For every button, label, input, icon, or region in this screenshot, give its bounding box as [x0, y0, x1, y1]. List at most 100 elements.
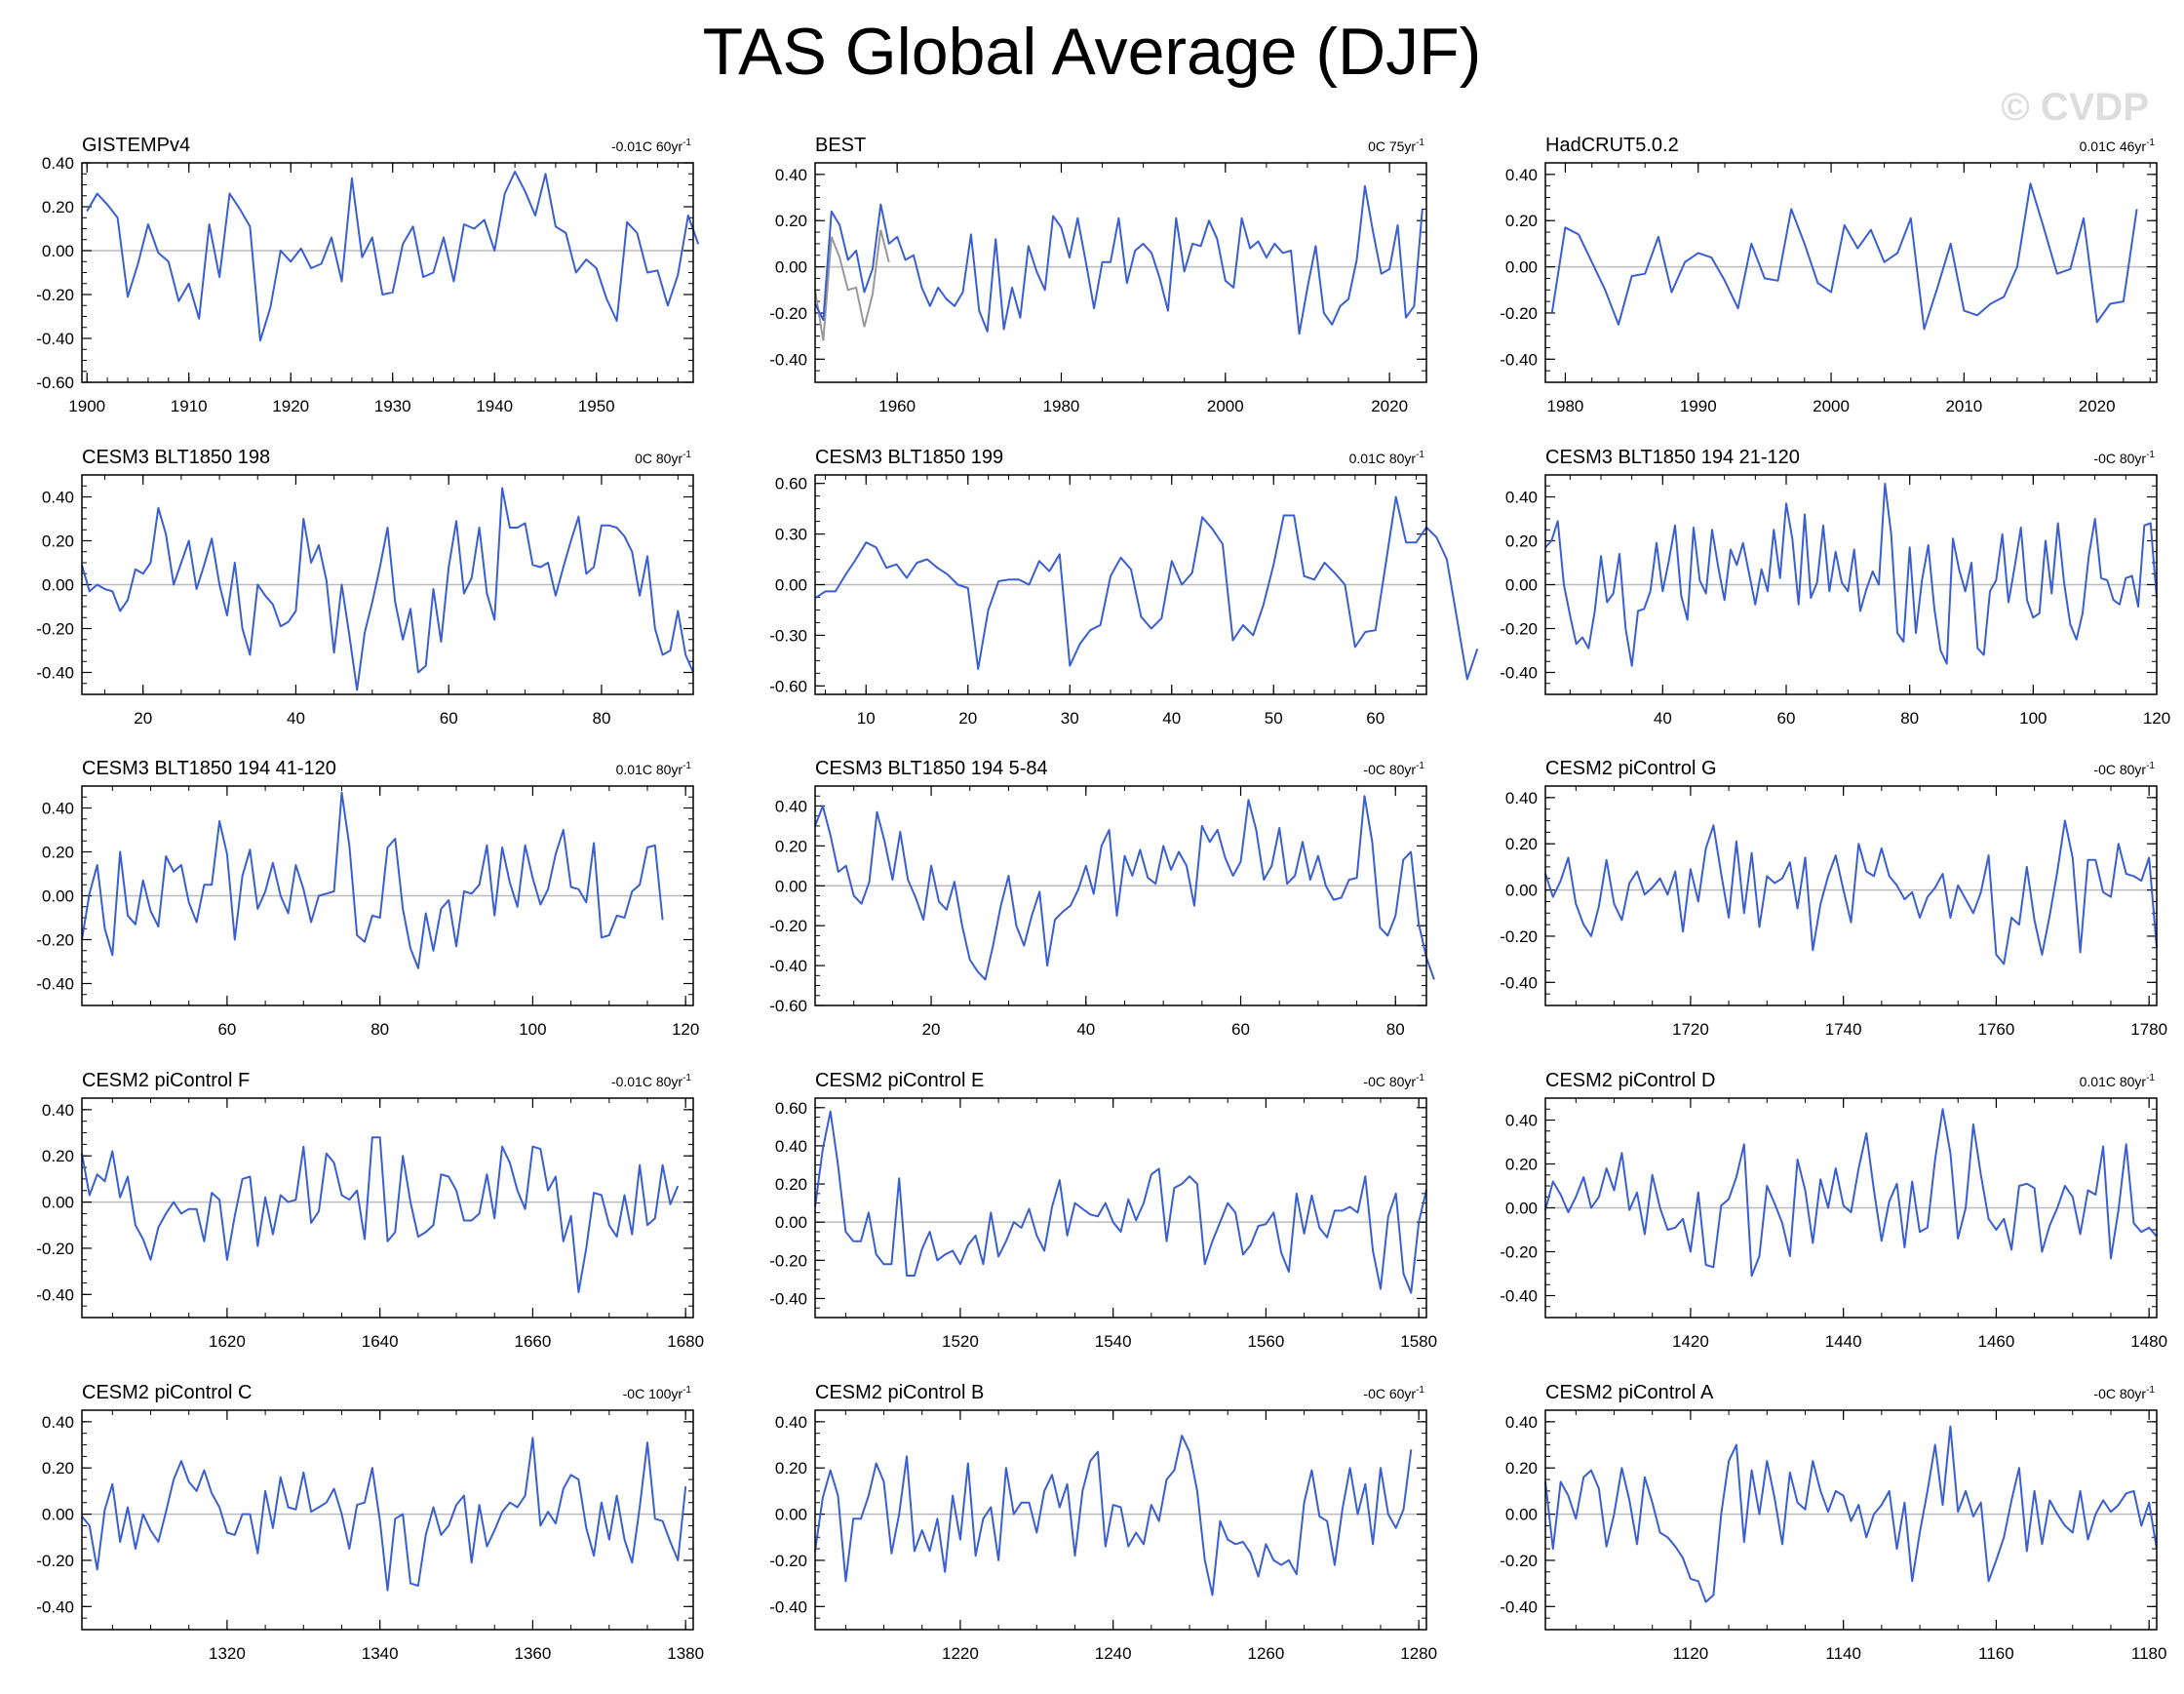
trend-label: 0.01C 46yr-1	[2080, 138, 2156, 154]
x-tick-label: 2000	[1813, 397, 1850, 415]
y-tick-label: 0.00	[42, 242, 74, 260]
panel-title: GISTEMPv4	[82, 135, 190, 156]
series-line	[1544, 483, 2158, 667]
trend-label: 0.01C 80yr-1	[2080, 1073, 2156, 1089]
x-tick-label: 1980	[1043, 397, 1080, 415]
x-tick-label: 1120	[1673, 1644, 1709, 1663]
x-tick-label: 1900	[68, 397, 105, 415]
panel-6: CESM3 BLT1850 194 21-120 -0C 80yr-1 -0.40 -…	[1500, 447, 2170, 728]
panel-title: CESM2 piControl F	[82, 1070, 250, 1091]
x-tick-label: 1380	[667, 1644, 704, 1663]
y-tick-label: 0.00	[775, 576, 807, 595]
y-tick-label: -0.40	[1500, 1597, 1538, 1616]
y-tick-label: 0.00	[1505, 1200, 1538, 1218]
y-tick-label: 0.60	[775, 1099, 807, 1118]
plot-frame	[1544, 1097, 2158, 1319]
y-tick-label: 0.40	[42, 154, 74, 173]
watermark: © CVDP	[2001, 86, 2149, 129]
y-tick-label: -0.20	[1500, 620, 1538, 639]
y-tick-label: -0.40	[1500, 1287, 1538, 1306]
x-tick-label: 1240	[1095, 1644, 1132, 1663]
trend-label: 0.01C 80yr-1	[1349, 450, 1425, 466]
plot-frame	[1544, 1409, 2158, 1631]
y-tick-label: -0.40	[769, 1289, 807, 1308]
x-tick-label: 1140	[1825, 1644, 1861, 1663]
y-tick-label: 0.40	[775, 166, 807, 184]
y-tick-label: 0.20	[775, 1459, 807, 1477]
y-tick-label: 0.40	[1505, 1112, 1538, 1130]
y-tick-label: -0.20	[769, 304, 807, 323]
y-tick-label: -0.40	[769, 350, 807, 369]
y-tick-label: -0.20	[1500, 1243, 1538, 1262]
series-line	[814, 184, 1424, 335]
x-tick-label: 40	[287, 709, 305, 728]
y-tick-label: 0.20	[775, 212, 807, 230]
panel-title: CESM2 piControl E	[815, 1070, 984, 1091]
y-tick-label: 0.40	[42, 1101, 74, 1120]
y-tick-label: 0.20	[42, 532, 74, 551]
trend-label: -0.01C 60yr-1	[611, 138, 691, 154]
plot-frame	[814, 1097, 1427, 1319]
x-tick-label: 1960	[878, 397, 916, 415]
y-tick-label: -0.20	[36, 1552, 74, 1570]
trend-label: -0.01C 80yr-1	[611, 1073, 691, 1089]
x-tick-label: 1620	[209, 1332, 246, 1351]
y-tick-label: 0.20	[42, 1147, 74, 1165]
plot-frame	[814, 162, 1427, 383]
y-tick-label: -0.20	[769, 1251, 807, 1270]
x-tick-label: 1180	[2131, 1644, 2167, 1663]
panel-10: CESM2 piControl F -0.01C 80yr-1 -0.40 -0.20…	[36, 1070, 704, 1351]
x-tick-label: 20	[134, 709, 152, 728]
x-tick-label: 1660	[514, 1332, 551, 1351]
x-tick-label: 1160	[1978, 1644, 2014, 1663]
y-tick-label: 0.00	[775, 258, 807, 277]
x-tick-label: 60	[217, 1020, 236, 1039]
y-tick-label: 0.20	[42, 844, 74, 862]
panel-14: CESM2 piControl B -0C 60yr-1 -0.40 -0.20 0.0…	[769, 1382, 1437, 1663]
y-tick-label: -0.20	[36, 286, 74, 304]
x-tick-label: 40	[1654, 709, 1672, 728]
trend-exponent: -1	[1416, 138, 1424, 148]
y-tick-label: -0.40	[36, 1285, 74, 1304]
series-line	[81, 791, 664, 969]
y-tick-label: -0.20	[1500, 1552, 1538, 1570]
series-line	[1544, 819, 2158, 965]
panel-1: GISTEMPv4 -0.01C 60yr-1 -0.60 -0.40 -0.20 0.0…	[36, 135, 700, 415]
trend-label: 0.01C 80yr-1	[616, 761, 692, 777]
y-tick-label: -0.20	[36, 1240, 74, 1258]
x-tick-label: 100	[2019, 709, 2047, 728]
series-line	[1550, 182, 2138, 331]
trend-exponent: -1	[2146, 138, 2155, 148]
trend-exponent: -1	[1416, 1073, 1424, 1083]
panel-9: CESM2 piControl G -0C 80yr-1 -0.40 -0.20 0.0…	[1500, 758, 2167, 1039]
panel-title: CESM3 BLT1850 194 21-120	[1545, 447, 1800, 468]
y-tick-label: 0.20	[775, 1175, 807, 1194]
x-tick-label: 1580	[1400, 1332, 1437, 1351]
y-tick-label: 0.00	[42, 887, 74, 906]
trend-exponent: -1	[682, 1073, 691, 1083]
x-tick-label: 50	[1265, 709, 1283, 728]
y-tick-label: 0.40	[42, 489, 74, 507]
x-tick-label: 80	[1386, 1020, 1405, 1039]
x-tick-label: 1480	[2130, 1332, 2167, 1351]
trend-exponent: -1	[682, 1385, 691, 1396]
y-tick-label: 0.00	[775, 877, 807, 895]
series-line	[814, 495, 1479, 681]
x-tick-label: 1780	[2130, 1020, 2167, 1039]
y-tick-label: 0.40	[42, 800, 74, 818]
panel-title: CESM2 piControl B	[815, 1382, 984, 1403]
x-tick-label: 1720	[1672, 1020, 1709, 1039]
plot-frame	[81, 162, 694, 383]
series-line	[814, 1435, 1413, 1596]
x-tick-label: 60	[440, 709, 458, 728]
y-tick-label: 0.40	[1505, 489, 1538, 507]
trend-label: -0C 60yr-1	[1363, 1385, 1424, 1401]
y-tick-label: 0.20	[775, 837, 807, 855]
trend-exponent: -1	[2146, 1073, 2155, 1083]
x-tick-label: 1760	[1977, 1020, 2014, 1039]
x-tick-label: 10	[857, 709, 876, 728]
x-tick-label: 1440	[1825, 1332, 1862, 1351]
x-tick-label: 1910	[171, 397, 208, 415]
x-tick-label: 60	[1366, 709, 1384, 728]
plot-frame	[814, 474, 1427, 695]
